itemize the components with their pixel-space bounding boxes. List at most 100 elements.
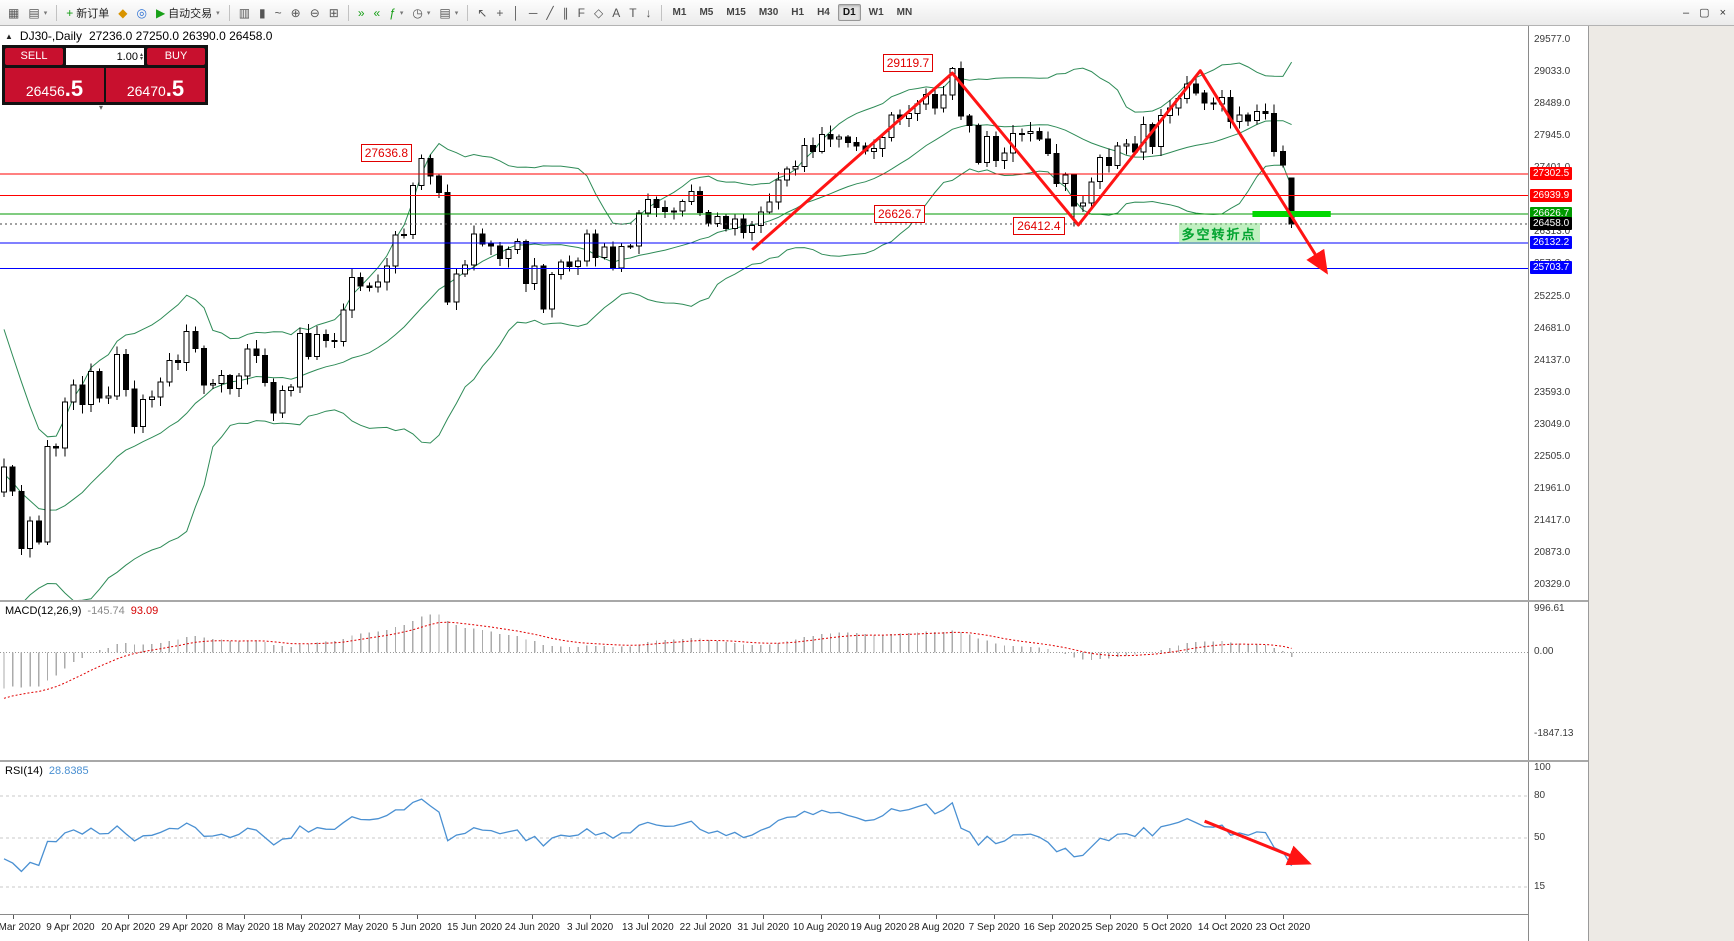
time-tick: [359, 915, 361, 919]
buy-button[interactable]: BUY: [147, 48, 205, 65]
sell-button[interactable]: SELL: [5, 48, 63, 65]
chart-symbol-label: DJ30-,Daily: [19, 29, 82, 43]
autotrading-button-icon: ▶: [155, 5, 166, 20]
line-chart-icon[interactable]: ~: [271, 3, 286, 23]
arrows-icon: ↓: [645, 5, 652, 20]
new-order-button[interactable]: + 新订单: [62, 3, 113, 23]
buy-price[interactable]: 26470 .5: [106, 68, 205, 102]
volume-stepper[interactable]: ▴ ▾: [139, 51, 143, 62]
indicators-icon: ƒ: [389, 5, 396, 20]
price-tag: 26626.7: [1530, 206, 1573, 220]
close-window-icon[interactable]: ×: [1719, 6, 1726, 19]
profiles-icon[interactable]: ▤ ▾: [24, 3, 51, 23]
date-label: 13 Jul 2020: [621, 922, 674, 933]
trendline-icon[interactable]: ╱: [542, 3, 557, 23]
templates-icon[interactable]: ▤ ▾: [435, 3, 462, 23]
date-label: 19 Aug 2020: [850, 922, 907, 933]
time-tick: [532, 915, 534, 919]
timeframe-w1[interactable]: W1: [868, 7, 884, 18]
fibonacci-icon[interactable]: F: [574, 3, 589, 23]
price-tag: 26458.0: [1530, 216, 1573, 230]
price-annotation-label[interactable]: 29119.7: [882, 53, 934, 72]
channel-icon[interactable]: ∥: [559, 3, 573, 23]
timeframe-d1[interactable]: D1: [837, 4, 861, 21]
panel-splitter[interactable]: [0, 600, 1588, 602]
new-chart-icon[interactable]: ▦: [4, 3, 23, 23]
sell-price[interactable]: 26456 .5: [5, 68, 104, 102]
timeframe-m15[interactable]: M15: [726, 7, 746, 18]
restore-window-icon[interactable]: ▢: [1699, 7, 1710, 19]
tile-windows-icon: ⊞: [328, 5, 339, 20]
new-order-button-label: 新订单: [76, 7, 110, 20]
minimize-window-icon[interactable]: –: [1683, 6, 1690, 19]
price-chart-canvas[interactable]: [0, 26, 1528, 600]
price-annotation-label[interactable]: 26412.4: [1013, 217, 1065, 236]
zoom-out-icon[interactable]: ⊖: [306, 3, 324, 23]
panel-splitter[interactable]: [0, 760, 1588, 762]
price-scale-label: 29577.0: [1534, 34, 1571, 46]
zoom-in-icon: ⊕: [290, 5, 301, 20]
volume-input[interactable]: 1.00 ▴ ▾: [66, 48, 144, 65]
rsi-down-arrow[interactable]: [1204, 819, 1312, 866]
time-tick: [128, 915, 130, 919]
chart-shift-icon[interactable]: «: [370, 3, 385, 23]
stepper-down-icon[interactable]: ▾: [139, 55, 143, 62]
autotrading-button[interactable]: ▶ 自动交易 ▾: [152, 3, 224, 23]
date-label: 10 Aug 2020: [792, 922, 850, 933]
timeframe-m5[interactable]: M5: [699, 7, 714, 18]
cursor-icon[interactable]: ↖: [473, 3, 491, 23]
vertical-line-icon[interactable]: │: [508, 3, 524, 23]
chart-window: ▲ DJ30-,Daily 27236.0 27250.0 26390.0 26…: [0, 26, 1588, 941]
volume-value: 1.00: [116, 50, 138, 63]
rsi-scale-label: 100: [1534, 762, 1551, 773]
timeframe-h4[interactable]: H4: [817, 7, 830, 18]
auto-scroll-icon[interactable]: »: [354, 3, 369, 23]
horizontal-line-icon[interactable]: ─: [525, 3, 542, 23]
candlestick-icon: ▮: [259, 5, 266, 20]
arrows-icon[interactable]: ↓: [642, 3, 656, 23]
bar-chart-icon[interactable]: ▥: [235, 3, 254, 23]
sell-price-main: 26456: [25, 82, 65, 99]
macd-name: MACD(12,26,9): [5, 605, 82, 617]
community-icon[interactable]: ◎: [132, 3, 150, 23]
label-icon[interactable]: T: [625, 3, 640, 23]
zoom-in-icon[interactable]: ⊕: [287, 3, 305, 23]
crosshair-icon[interactable]: +: [492, 3, 507, 23]
trade-panel-collapse-icon[interactable]: ▾: [99, 103, 104, 112]
buy-price-pips: .5: [165, 76, 185, 101]
periods-icon: ◷: [412, 5, 423, 20]
price-annotation-label[interactable]: 27636.8: [360, 144, 413, 163]
price-tag: 25703.7: [1530, 261, 1573, 275]
metaeditor-icon[interactable]: ◆: [114, 3, 131, 23]
time-tick: [416, 915, 418, 919]
price-axis[interactable]: 29577.029033.028489.027945.027401.026857…: [1528, 26, 1588, 941]
toolbar-separator: [228, 4, 230, 21]
timeframe-m1[interactable]: M1: [672, 7, 687, 18]
candlestick-icon[interactable]: ▮: [255, 3, 270, 23]
timeframe-h1[interactable]: H1: [791, 7, 805, 18]
timeframe-mn[interactable]: MN: [896, 7, 913, 18]
macd-histogram: [3, 614, 1293, 689]
vertical-line-icon: │: [512, 5, 520, 20]
price-annotation-label[interactable]: 26626.7: [874, 204, 926, 223]
stepper-up-icon[interactable]: ▴: [139, 51, 143, 58]
date-label: 29 Apr 2020: [158, 922, 213, 933]
rsi-canvas[interactable]: [0, 762, 1528, 914]
macd-canvas[interactable]: [0, 602, 1528, 760]
turning-point-label[interactable]: 多空转折点: [1178, 223, 1260, 245]
bollinger-upper-band: [3, 61, 1293, 438]
date-label: 31 Jul 2020: [737, 922, 790, 933]
toolbar: ▦ ▤ ▾ + 新订单 ◆ ◎ ▶ 自动交易 ▾ ▥ ▮ ~ ⊕ ⊖ ⊞» «ƒ ▾ ◷ ▾ ▤ ▾ ↖ + │ ─ ╱ ∥ F ◇ A T ↓…: [0, 0, 1734, 26]
date-label: 15 Jun 2020: [447, 922, 503, 933]
trend-zigzag-arrow[interactable]: [751, 69, 1328, 275]
date-label: 24 Jun 2020: [504, 922, 560, 933]
date-label: 14 Oct 2020: [1197, 922, 1253, 933]
timeframe-m30[interactable]: M30: [758, 7, 779, 18]
indicators-icon[interactable]: ƒ ▾: [385, 3, 407, 23]
tile-windows-icon[interactable]: ⊞: [325, 3, 343, 23]
shapes-icon[interactable]: ◇: [590, 3, 607, 23]
periods-icon[interactable]: ◷ ▾: [408, 3, 434, 23]
text-icon[interactable]: A: [608, 3, 624, 23]
time-tick: [1167, 915, 1169, 919]
